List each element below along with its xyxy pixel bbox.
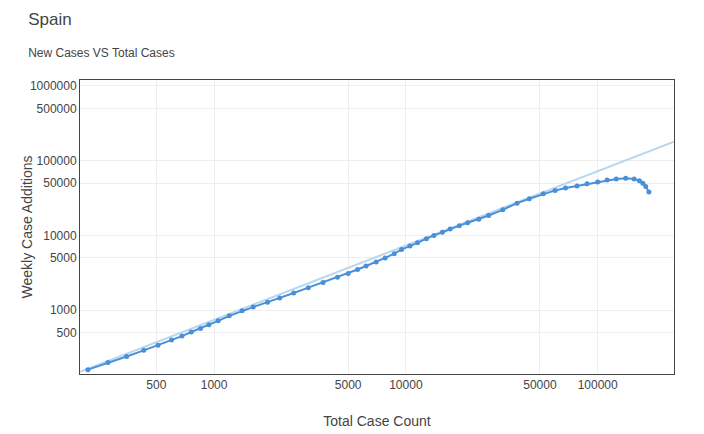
svg-text:5000: 5000 — [50, 251, 77, 265]
svg-text:1000000: 1000000 — [30, 79, 77, 93]
svg-text:100000: 100000 — [37, 154, 77, 168]
svg-text:50000: 50000 — [43, 176, 77, 190]
svg-text:New Cases VS Total Cases: New Cases VS Total Cases — [28, 46, 175, 60]
svg-text:Spain: Spain — [28, 10, 71, 29]
svg-text:1000: 1000 — [201, 378, 228, 392]
svg-text:10000: 10000 — [43, 229, 77, 243]
svg-text:5000: 5000 — [335, 378, 362, 392]
svg-text:10000: 10000 — [389, 378, 423, 392]
svg-text:100000: 100000 — [578, 378, 618, 392]
svg-text:500: 500 — [146, 378, 166, 392]
svg-text:Total Case Count: Total Case Count — [323, 413, 431, 429]
svg-text:500: 500 — [57, 326, 77, 340]
svg-text:50000: 50000 — [523, 378, 557, 392]
svg-text:Weekly Case Additions: Weekly Case Additions — [19, 156, 35, 299]
svg-text:500000: 500000 — [37, 102, 77, 116]
svg-text:1000: 1000 — [50, 303, 77, 317]
